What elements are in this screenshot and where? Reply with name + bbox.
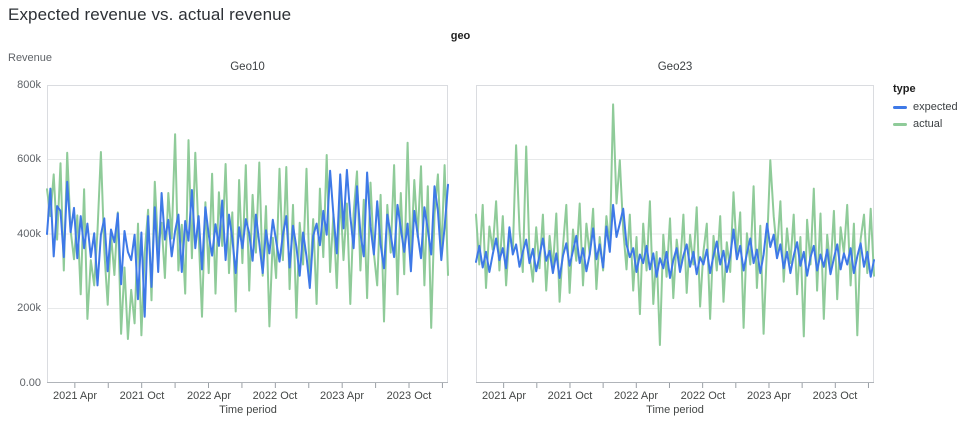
legend-label-expected: expected [913,101,958,113]
x-tick-p1-2022apr: 2022 Apr [186,390,232,402]
legend-label-actual: actual [913,118,943,130]
y-tick-600k: 600k [17,153,41,165]
facet-title-geo23: Geo23 [657,61,693,73]
x-tick-p2-2023oct: 2023 Oct [812,390,858,402]
expected-line-swatch-icon [893,106,907,109]
y-tick-0: 0.00 [19,377,41,389]
line-chart-geo23[interactable] [475,85,875,391]
facet-title-geo10: Geo10 [230,61,265,73]
legend: type expected actual [893,83,958,136]
line-chart-geo10[interactable] [46,85,449,391]
facet-dimension-label: geo [450,30,471,42]
x-tick-p2-2022apr: 2022 Apr [613,390,659,402]
y-tick-200k: 200k [17,302,41,314]
x-tick-p1-2023apr: 2023 Apr [319,390,365,402]
y-tick-400k: 400k [17,228,41,240]
chart-panel-geo10 [46,85,449,391]
x-tick-p1-2021apr: 2021 Apr [52,390,98,402]
chart-panel-geo23 [475,85,875,391]
x-tick-p1-2021oct: 2021 Oct [119,390,165,402]
actual-line-swatch-icon [893,123,907,126]
y-axis-title: Revenue [8,52,53,64]
legend-item-actual: actual [893,119,955,130]
legend-title: type [893,83,916,95]
x-tick-p1-2022oct: 2022 Oct [252,390,298,402]
x-tick-p1-2023oct: 2023 Oct [386,390,432,402]
x-tick-p2-2022oct: 2022 Oct [680,390,726,402]
x-axis-title-p2: Time period [646,404,704,416]
x-tick-p2-2023apr: 2023 Apr [746,390,792,402]
x-axis-title-p1: Time period [219,404,277,416]
y-tick-800k: 800k [17,79,41,91]
x-tick-p2-2021oct: 2021 Oct [547,390,593,402]
x-tick-p2-2021apr: 2021 Apr [481,390,527,402]
legend-item-expected: expected [893,101,958,113]
page-title: Expected revenue vs. actual revenue [8,5,292,24]
